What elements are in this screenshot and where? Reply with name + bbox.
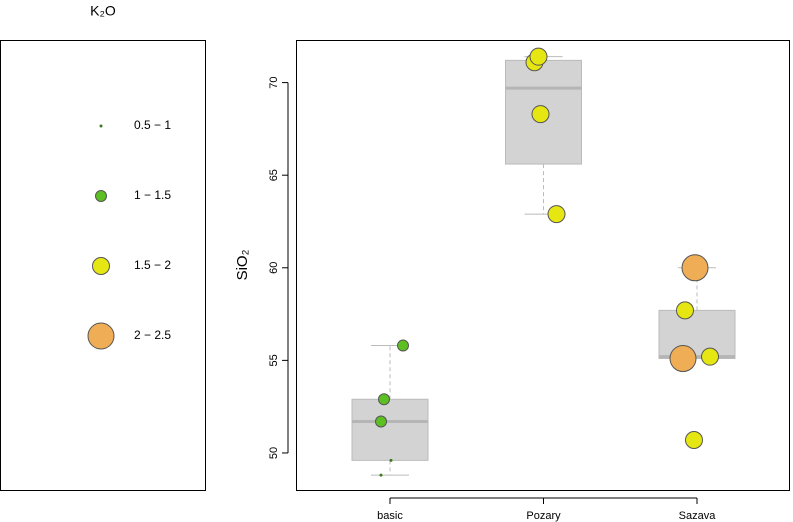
y-axis-label: SiO₂: [234, 249, 251, 280]
point: [669, 345, 697, 373]
point: [681, 254, 709, 282]
point: [547, 205, 566, 224]
legend-symbol: [92, 257, 110, 275]
legend-symbol: [87, 322, 115, 350]
y-tick-label: 70: [268, 76, 280, 88]
plot-frame: [296, 40, 790, 491]
point: [379, 473, 383, 477]
legend-title: K₂O: [90, 3, 116, 19]
y-tick-label: 65: [268, 169, 280, 181]
box: [351, 398, 429, 461]
point: [397, 339, 409, 352]
point: [378, 393, 390, 406]
x-tick-label: basic: [377, 510, 403, 522]
legend-label: 0.5 − 1: [134, 118, 171, 132]
point: [701, 347, 719, 366]
y-tick-label: 60: [268, 262, 280, 274]
legend-label: 1.5 − 2: [134, 258, 171, 272]
point: [375, 415, 387, 428]
y-tick-label: 55: [268, 354, 280, 366]
point: [529, 47, 548, 66]
legend-label: 1 − 1.5: [134, 188, 171, 202]
box: [658, 309, 736, 360]
legend-symbol: [95, 190, 107, 202]
x-tick-label: Sazava: [679, 510, 717, 522]
x-tick-label: Pozary: [526, 510, 561, 522]
legend-label: 2 − 2.5: [134, 328, 171, 342]
point: [676, 301, 694, 320]
legend-symbol: [99, 124, 103, 128]
legend-frame: [0, 40, 206, 491]
point: [389, 458, 393, 462]
y-tick-label: 50: [268, 447, 280, 459]
point: [531, 105, 550, 124]
point: [685, 431, 703, 449]
